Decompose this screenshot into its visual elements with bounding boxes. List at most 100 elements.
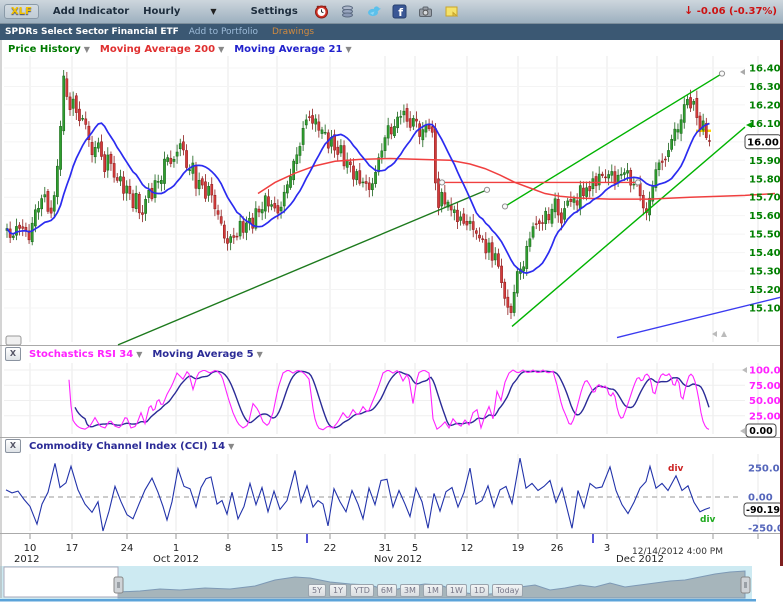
range-button-today[interactable]: Today — [492, 584, 524, 597]
divergence-annotation: div — [700, 515, 716, 525]
channel-upper[interactable] — [504, 72, 723, 208]
range-button-1m[interactable]: 1M — [422, 584, 443, 597]
x-tick-label: 22 — [324, 543, 337, 554]
overview-unselected-region — [3, 566, 119, 598]
month-label: Dec 2012 — [616, 554, 664, 565]
etf-full-name: SPDRs Select Sector Financial ETF — [5, 27, 179, 37]
svg-text:16.20: 16.20 — [749, 100, 781, 111]
drawings-link[interactable]: Drawings — [271, 27, 315, 37]
current-stoch-box — [745, 423, 777, 438]
down-arrow-icon: ↓ — [684, 4, 694, 17]
settings-button[interactable]: Settings — [250, 6, 298, 17]
ma5-dropdown[interactable]: Moving Average 5 ▼ — [152, 348, 263, 360]
ma200-line — [257, 157, 776, 200]
range-buttons: 5Y 1Y YTD 6M 3M 1M 1W 1D Today — [308, 584, 524, 597]
chevron-down-icon: ▼ — [256, 349, 263, 359]
x-tick-label: 8 — [225, 543, 231, 554]
range-button-1d[interactable]: 1D — [469, 584, 490, 597]
svg-text:15.80: 15.80 — [749, 174, 781, 185]
price-change-badge: ↓ -0.06 (-0.37%) — [684, 4, 777, 17]
chevron-down-icon: ▼ — [218, 45, 225, 54]
long-uptrend-handle[interactable] — [483, 186, 491, 193]
coins-icon[interactable] — [340, 4, 355, 19]
close-cci-panel-button[interactable]: X — [5, 439, 21, 453]
x-tick-label: 17 — [66, 543, 79, 554]
price-legend: Price History ▼ Moving Average 200 ▼ Movin… — [8, 44, 362, 55]
svg-text:16.30: 16.30 — [749, 82, 781, 93]
svg-text:15.40: 15.40 — [749, 248, 781, 259]
x-tick-label: 5 — [412, 543, 418, 554]
alarm-icon[interactable] — [314, 4, 329, 19]
x-tick-label: 15 — [271, 543, 284, 554]
cci-line — [5, 457, 711, 532]
svg-text:100.00: 100.00 — [749, 366, 783, 377]
svg-text:16.10: 16.10 — [749, 119, 781, 130]
range-button-1y[interactable]: 1Y — [328, 584, 347, 597]
range-button-6m[interactable]: 6M — [376, 584, 397, 597]
note-icon[interactable] — [444, 4, 459, 19]
x-tick-label: 24 — [121, 543, 134, 554]
current-cci-label: -90.19 — [746, 505, 780, 516]
range-button-3m[interactable]: 3M — [399, 584, 420, 597]
channel-upper-handle[interactable] — [718, 70, 726, 77]
svg-text:0.00: 0.00 — [748, 493, 773, 504]
symbol-tab[interactable]: XLF — [4, 4, 39, 19]
panel-borders — [0, 40, 783, 598]
channel-lower[interactable] — [511, 126, 746, 327]
top-toolbar: XLF Add Indicator Hourly ▼ Settings f — [0, 0, 783, 24]
right-border — [780, 0, 783, 566]
svg-text:16.40: 16.40 — [749, 64, 781, 75]
ma21-dropdown[interactable]: Moving Average 21 ▼ — [234, 44, 352, 55]
svg-text:250.00: 250.00 — [748, 464, 783, 475]
svg-text:15.60: 15.60 — [749, 211, 781, 222]
trendlines — [117, 70, 783, 346]
bottom-divider — [0, 599, 756, 602]
gridlines — [4, 56, 759, 531]
range-button-5y[interactable]: 5Y — [308, 584, 326, 597]
collapsed-panel-handle[interactable] — [5, 335, 22, 346]
interval-select[interactable]: Hourly ▼ — [143, 6, 216, 17]
price-history-dropdown[interactable]: Price History ▼ — [8, 44, 90, 55]
horizontal-ray-handle[interactable] — [634, 179, 642, 186]
x-tick-label: 1 — [173, 543, 179, 554]
stoch-rsi-line — [68, 369, 710, 431]
horizontal-ray-handle[interactable] — [438, 179, 446, 186]
add-indicator-button[interactable]: Add Indicator — [52, 6, 130, 17]
facebook-icon[interactable]: f — [392, 4, 407, 19]
divergence-annotation: div — [668, 464, 684, 474]
x-tick-label: 31 — [379, 543, 392, 554]
twitter-icon[interactable] — [366, 4, 381, 19]
cci-dropdown[interactable]: Commodity Channel Index (CCI) 14 ▼ — [29, 440, 235, 452]
ma200-dropdown[interactable]: Moving Average 200 ▼ — [99, 44, 225, 55]
toolbar-icons: f — [314, 4, 459, 19]
svg-text:25.00: 25.00 — [749, 411, 781, 422]
x-tick-label: 26 — [551, 543, 564, 554]
lower-blue-trend[interactable] — [616, 296, 783, 339]
svg-text:75.00: 75.00 — [749, 381, 781, 392]
range-button-1w[interactable]: 1W — [445, 584, 467, 597]
long-uptrend[interactable] — [117, 189, 488, 346]
month-label: Nov 2012 — [374, 554, 422, 565]
stoch-axis-labels: 100.00 75.00 50.00 25.00 0.00 — [740, 366, 783, 438]
ma21-line — [6, 122, 710, 274]
stoch-rsi-dropdown[interactable]: Stochastics RSI 34 ▼ — [29, 348, 143, 360]
x-tick-label: 10 — [24, 543, 37, 554]
channel-upper-handle[interactable] — [501, 203, 509, 210]
month-label: Oct 2012 — [153, 554, 199, 565]
add-to-portfolio-link[interactable]: Add to Portfolio — [188, 27, 258, 37]
x-tick-label: 12 — [461, 543, 474, 554]
interval-value: Hourly — [143, 6, 181, 17]
stoch-lines — [68, 369, 710, 431]
stoch-legend: X Stochastics RSI 34 ▼ Moving Average 5 ▼ — [5, 347, 273, 361]
close-stoch-panel-button[interactable]: X — [5, 347, 21, 361]
svg-text:15.10: 15.10 — [749, 303, 781, 314]
last-bar-timestamp: 12/14/2012 4:00 PM — [632, 547, 723, 557]
range-button-ytd[interactable]: YTD — [349, 584, 374, 597]
x-tick-label: 3 — [604, 543, 610, 554]
svg-text:15.50: 15.50 — [749, 230, 781, 241]
camera-icon[interactable] — [418, 4, 433, 19]
month-label: 2012 — [14, 554, 39, 565]
x-axis: 10 17 24 1 8 15 22 31 5 12 19 26 3 2012 Oct 2012 Nov 20… — [14, 534, 759, 565]
